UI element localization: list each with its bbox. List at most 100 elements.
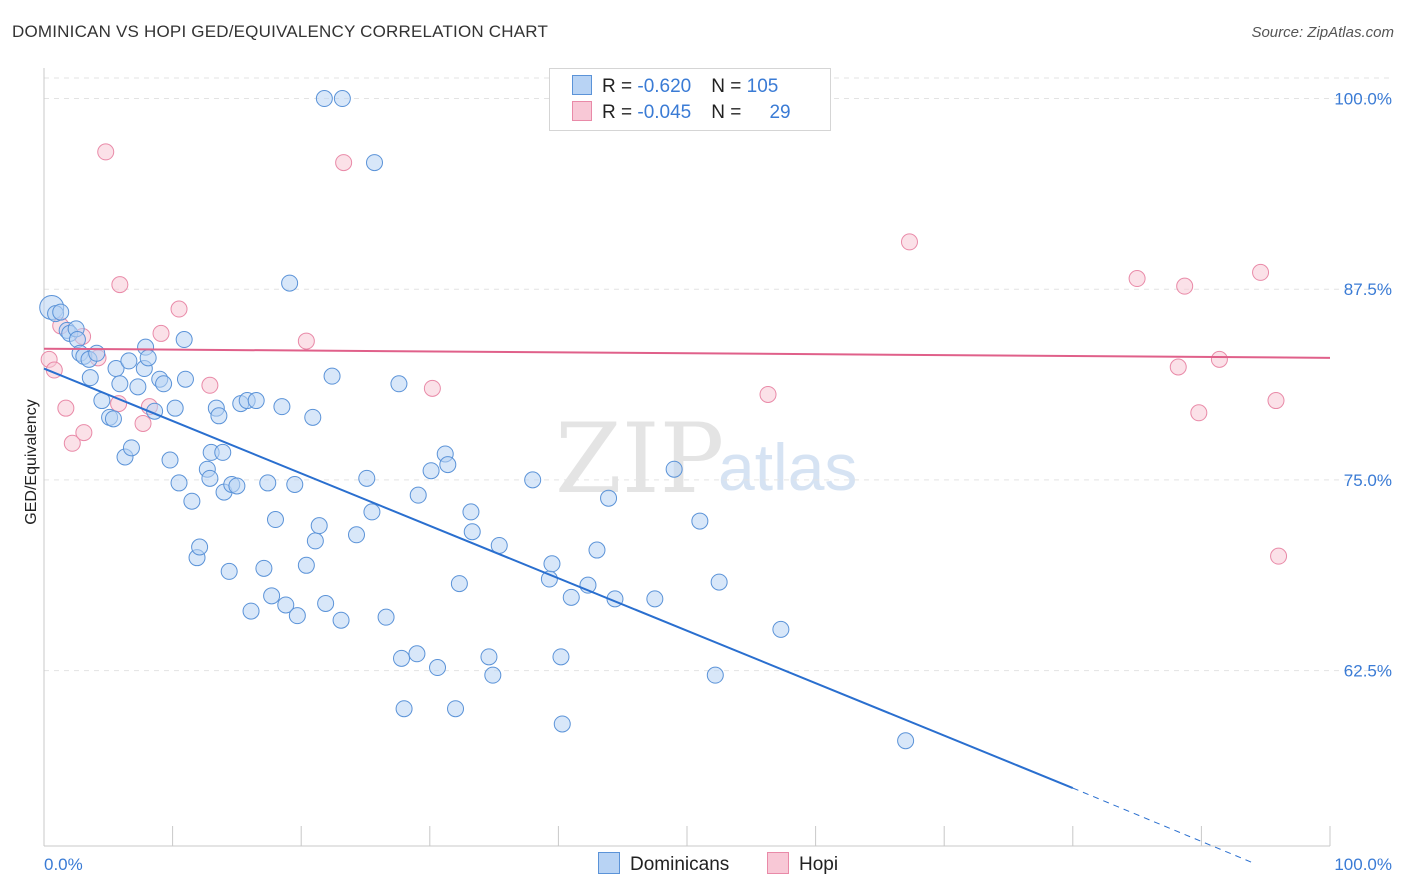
dominicans-point — [646, 590, 664, 608]
hopi-point — [297, 332, 315, 350]
watermark-atlas: atlas — [718, 430, 857, 504]
dominicans-point — [304, 408, 322, 426]
dominicans-point — [81, 369, 99, 387]
dominicans-point — [242, 602, 260, 620]
dominicans-point — [166, 399, 184, 417]
dominicans-point — [317, 594, 335, 612]
hopi-point — [900, 233, 918, 251]
dominicans-point — [450, 575, 468, 593]
dominicans-point — [122, 439, 140, 457]
dominicans-point — [263, 587, 281, 605]
dominicans-point — [183, 492, 201, 510]
dominicans-point — [772, 620, 790, 638]
hopi-point — [1128, 270, 1146, 288]
dominicans-point — [463, 523, 481, 541]
hopi-point — [201, 376, 219, 394]
dominicans-point — [429, 659, 447, 677]
dominicans-point — [176, 370, 194, 388]
y-tick-label: 87.5% — [1344, 280, 1392, 299]
dominicans-point — [409, 486, 427, 504]
dominicans-point — [277, 596, 295, 614]
source-label: Source: ZipAtlas.com — [1251, 24, 1394, 41]
dominicans-point — [266, 511, 284, 529]
hopi-point — [1190, 404, 1208, 422]
x-tick-label-min: 0.0% — [44, 855, 83, 874]
legend-n-label: N = — [711, 102, 747, 123]
dominicans-point — [332, 611, 350, 629]
legend-row-dominicans: R = -0.620 N = 105 — [572, 75, 778, 99]
dominicans-point — [170, 474, 188, 492]
dominicans-point — [347, 526, 365, 544]
trend-lines — [43, 347, 1331, 864]
correlation-legend: R = -0.620 N = 105 R = -0.045 N = 29 — [549, 68, 831, 131]
dominicans-point — [358, 469, 376, 487]
dominicans-point — [247, 392, 265, 410]
dominicans-point — [273, 398, 291, 416]
hopi-point — [134, 414, 152, 432]
bottom-legend-swatch-blue — [598, 852, 620, 874]
dominicans-point — [480, 648, 498, 666]
dominicans-point — [155, 375, 173, 393]
hopi-point — [63, 434, 81, 452]
dominicans-point — [408, 645, 426, 663]
dominicans-point — [524, 471, 542, 489]
dominicans-point — [288, 607, 306, 625]
bottom-legend-dominicans: Dominicans — [598, 852, 729, 876]
hopi-point — [335, 154, 353, 172]
legend-r-value: -0.045 — [637, 102, 692, 123]
dominicans-point — [191, 538, 209, 556]
y-tick-label: 62.5% — [1344, 662, 1392, 681]
dominicans-point — [104, 410, 122, 428]
dominicans-point — [484, 666, 502, 684]
dominicans-point — [52, 303, 70, 321]
dominicans-point — [588, 541, 606, 559]
dominicans-point — [129, 378, 147, 396]
legend-r-value: -0.620 — [637, 76, 692, 97]
dominicans-point — [220, 562, 238, 580]
dominicans-point — [286, 475, 304, 493]
hopi-point — [1270, 547, 1288, 565]
dominicans-point — [691, 512, 709, 530]
dominicans-point — [175, 331, 193, 349]
legend-n-label: N = — [711, 76, 747, 97]
dominicans-point — [323, 367, 341, 385]
hopi-point — [1176, 277, 1194, 295]
dominicans-point — [897, 732, 915, 750]
dominicans-point — [281, 274, 299, 292]
watermark: ZIP atlas — [555, 403, 857, 515]
y-axis-label: GED/Equivalency — [23, 399, 40, 524]
hopi-point — [75, 424, 93, 442]
dominicans-point — [201, 469, 219, 487]
dominicans-point — [562, 588, 580, 606]
dominicans-point — [306, 532, 324, 550]
dominicans-point — [333, 90, 351, 108]
hopi-point — [1267, 392, 1285, 410]
bottom-legend-swatch-pink — [767, 852, 789, 874]
legend-n-value: 105 — [746, 76, 779, 97]
hopi-point — [170, 300, 188, 318]
dominicans-point — [706, 666, 724, 684]
bottom-legend-hopi: Hopi — [767, 852, 838, 876]
dominicans-point — [393, 649, 411, 667]
dominicans-point — [228, 477, 246, 495]
legend-n-value: 29 — [769, 102, 791, 123]
dominicans-point — [259, 474, 277, 492]
dominicans-point — [255, 559, 273, 577]
dominicans-point — [120, 352, 138, 370]
dominicans-point — [315, 90, 333, 108]
hopi-point — [57, 399, 75, 417]
dominicans-point — [710, 573, 728, 591]
dominicans-point — [377, 608, 395, 626]
hopi-trend-line — [43, 347, 1331, 359]
dominicans-point — [665, 460, 683, 478]
bottom-legend-label-dominicans: Dominicans — [630, 854, 730, 875]
axes — [43, 68, 1331, 847]
y-tick-label: 75.0% — [1344, 471, 1392, 490]
hopi-point — [111, 276, 129, 294]
dominicans-point — [111, 375, 129, 393]
hopi-point — [97, 143, 115, 161]
dominicans-point — [363, 503, 381, 521]
dominicans-point — [543, 555, 561, 573]
hopi-point — [1169, 358, 1187, 376]
